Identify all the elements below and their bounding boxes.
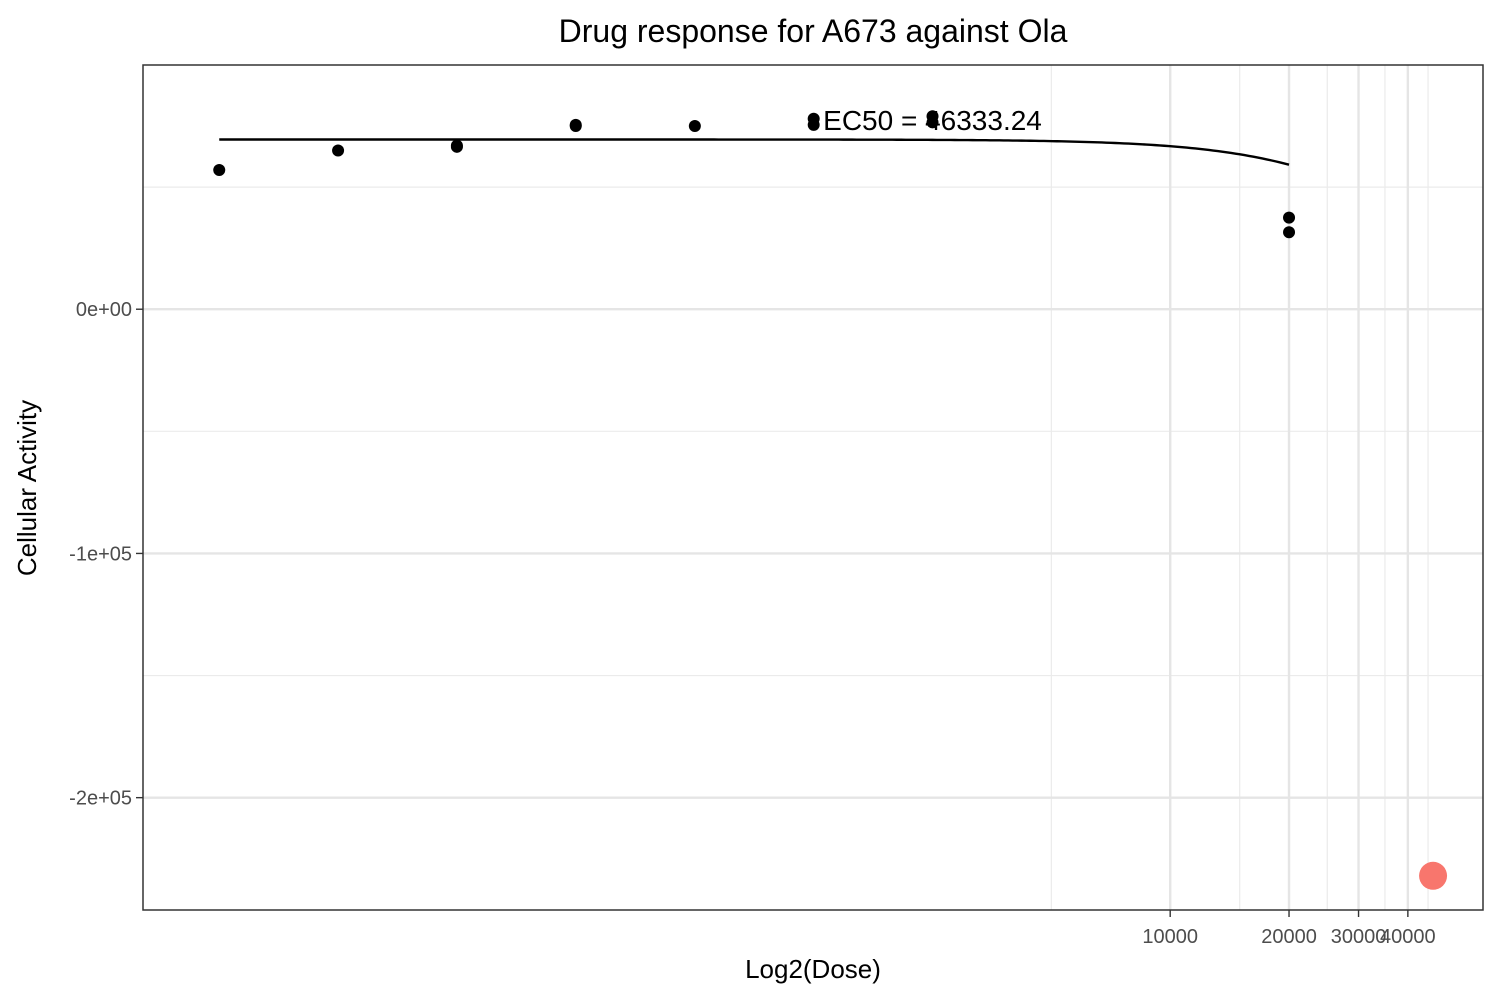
y-axis-title: Cellular Activity: [12, 400, 42, 576]
x-axis-title: Log2(Dose): [745, 954, 881, 984]
ec50-marker: [1419, 861, 1448, 890]
data-point: [569, 118, 582, 131]
x-tick-label: 30000: [1331, 926, 1387, 948]
fit-curve: [219, 138, 1290, 166]
x-tick-label: 10000: [1142, 926, 1198, 948]
data-point: [926, 110, 939, 123]
data-point: [332, 144, 345, 157]
data-point: [213, 164, 226, 177]
y-tick-label: -1e+05: [69, 543, 132, 565]
panel-border: [142, 64, 1484, 911]
y-tick-label: 0e+00: [76, 299, 132, 321]
x-tick-label: 40000: [1380, 926, 1436, 948]
data-point: [1283, 226, 1296, 239]
ec50-annotation: EC50 = 46333.24: [823, 105, 1042, 136]
data-point: [688, 120, 701, 133]
y-tick-label: -2e+05: [69, 788, 132, 810]
data-point: [807, 112, 820, 125]
data-point: [1283, 211, 1296, 224]
chart-title: Drug response for A673 against Ola: [559, 13, 1068, 49]
x-tick-label: 20000: [1261, 926, 1317, 948]
data-point: [450, 139, 463, 152]
